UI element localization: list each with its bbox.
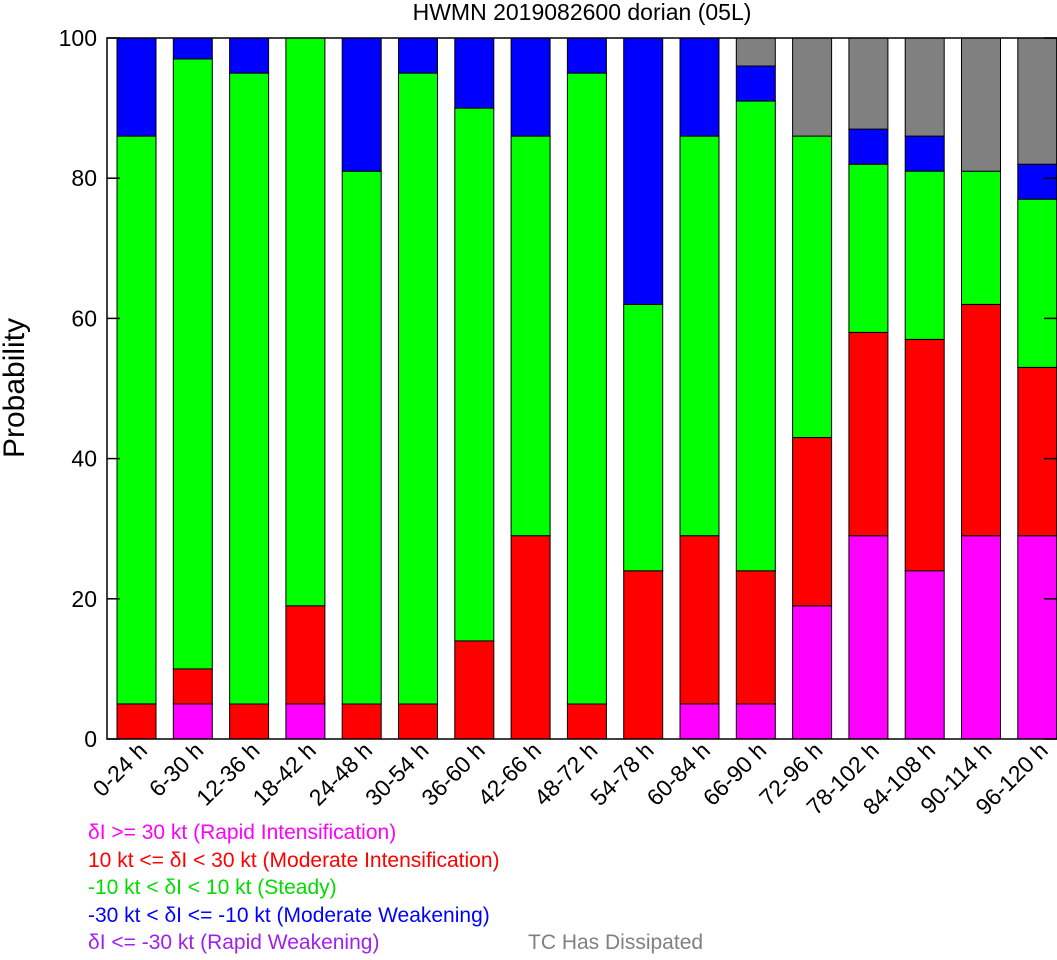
bar-segment-2-2 [229,72,270,705]
bar-segment-12-2 [792,135,833,438]
bar-segment-5-2 [398,72,438,705]
bar-segment-6-2 [454,107,495,642]
bar-segment-10-2 [679,135,720,537]
bar-segment-10-0 [679,703,720,740]
bar-segment-16-0 [1017,535,1057,740]
bar-segment-13-2 [848,163,889,333]
x-axis: 0-24 h6-30 h12-36 h18-42 h24-48 h30-54 h… [88,737,1053,820]
bar-segment-11-1 [735,570,776,705]
legend-moderate-weakening: -30 kt < δI <= -10 kt (Moderate Weakenin… [88,904,490,927]
bar-segment-1-3 [172,37,213,60]
bar-segment-0-1 [116,703,157,740]
bar-segment-16-5 [1017,37,1057,165]
bar-segment-11-0 [735,703,776,740]
y-tick-label: 0 [84,726,97,752]
bar-segment-8-3 [566,37,607,74]
bar-segment-15-1 [961,303,1001,537]
bar-segment-2-1 [229,703,270,740]
y-tick-label: 20 [71,586,97,612]
bar-segment-3-0 [285,703,326,740]
bar-segment-16-2 [1017,198,1057,368]
y-axis: 0 20 40 60 80 100 [59,25,1057,752]
bar-segment-14-2 [904,170,945,340]
bar-segment-11-2 [735,100,776,572]
bar-segment-9-2 [623,303,664,572]
bar-segment-4-2 [341,170,382,705]
bar-segment-8-1 [566,703,607,740]
bar-segment-5-3 [398,37,438,74]
bar-segment-11-5 [735,37,776,67]
x-tick-label: 0-24 h [88,737,153,802]
bar-segment-15-5 [961,37,1001,172]
legend-rapid-intensification: δI >= 30 kt (Rapid Intensification) [88,821,397,844]
legend-steady: -10 kt < δI < 10 kt (Steady) [88,876,337,899]
bar-segment-14-5 [904,37,945,137]
legend-rapid-weakening: δI <= -30 kt (Rapid Weakening) [88,931,380,954]
bar-segment-1-1 [172,668,213,705]
bar-segment-6-1 [454,640,495,740]
bar-segment-10-3 [679,37,720,137]
bar-segment-1-0 [172,703,213,740]
bar-segment-6-3 [454,37,495,109]
bar-segment-13-1 [848,331,889,537]
bar-segment-12-0 [792,605,833,740]
y-axis-label: Probability [0,318,31,458]
bar-segment-13-5 [848,37,889,130]
bar-segment-2-3 [229,37,270,74]
y-tick-label: 40 [71,446,97,472]
bar-segment-10-1 [679,535,720,705]
bar-segment-11-3 [735,65,776,102]
bar-segment-7-1 [510,535,551,740]
bar-segment-13-0 [848,535,889,740]
bar-segment-3-2 [285,37,326,607]
legend-moderate-intensification: 10 kt <= δI < 30 kt (Moderate Intensific… [88,849,500,872]
bar-segment-12-1 [792,437,833,607]
bar-segment-8-2 [566,72,607,705]
bar-segment-12-5 [792,37,833,137]
legend-tc-dissipated: TC Has Dissipated [528,931,704,954]
y-tick-label: 80 [71,165,97,191]
bar-segment-0-3 [116,37,157,137]
bar-segment-3-1 [285,605,326,705]
bar-segment-14-0 [904,570,945,740]
bar-segment-13-3 [848,128,889,165]
bar-segment-15-0 [961,535,1001,740]
y-tick-label: 100 [59,25,97,51]
bar-segment-16-1 [1017,367,1057,537]
chart-title: HWMN 2019082600 dorian (05L) [413,0,752,25]
y-tick-label: 60 [71,305,97,331]
bar-segment-1-2 [172,58,213,670]
plot-frame [106,37,1057,740]
bar-segment-9-1 [623,570,664,740]
bar-segment-15-2 [961,170,1001,305]
bar-segment-4-1 [341,703,382,740]
bars-group [116,37,1057,740]
bar-segment-7-3 [510,37,551,137]
bar-segment-14-1 [904,338,945,572]
bar-segment-4-3 [341,37,382,172]
bar-segment-5-1 [398,703,438,740]
bar-segment-0-2 [116,135,157,705]
bar-segment-7-2 [510,135,551,537]
bar-segment-16-3 [1017,163,1057,200]
bar-segment-9-3 [623,37,664,305]
bar-segment-14-3 [904,135,945,172]
